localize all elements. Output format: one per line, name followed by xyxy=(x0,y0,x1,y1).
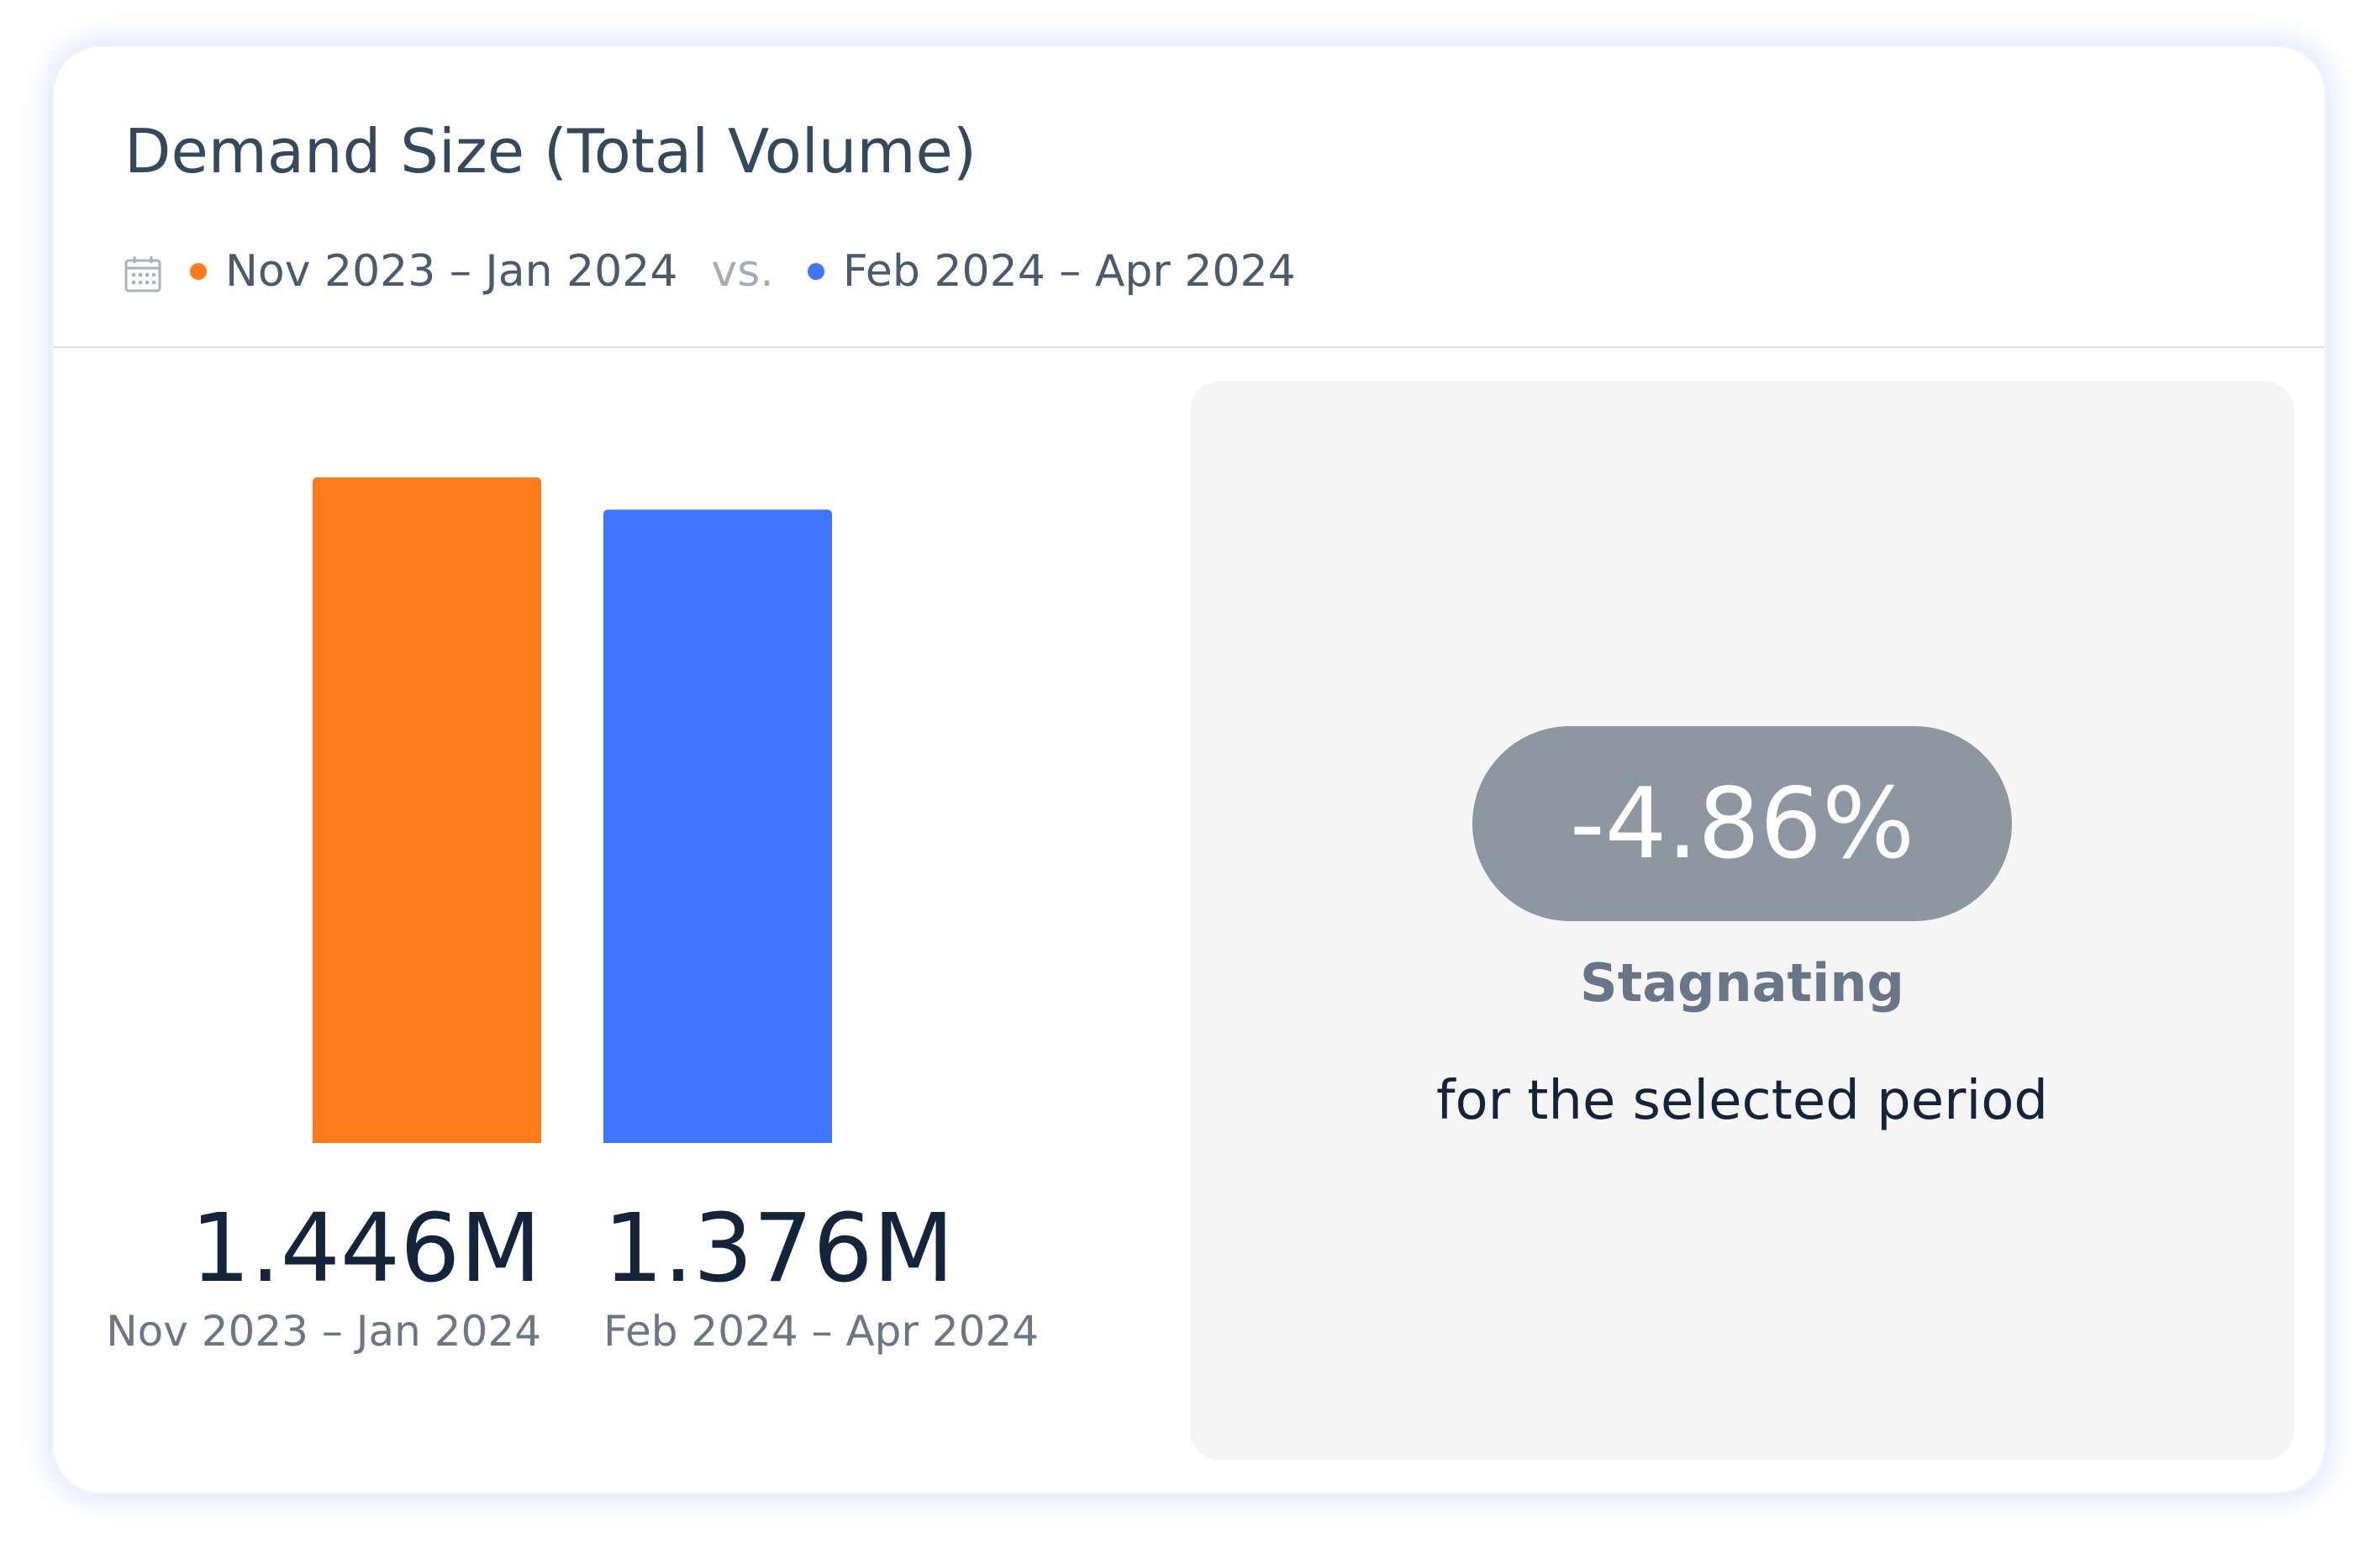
trend-status: Stagnating xyxy=(1580,952,1904,1014)
calendar-icon xyxy=(124,253,161,292)
period-caption: for the selected period xyxy=(1435,1070,2049,1132)
legend-vs-separator: vs. xyxy=(711,246,774,297)
period-b-dot xyxy=(807,263,824,280)
bar-period-b xyxy=(603,509,832,1143)
summary-panel: -4.86% Stagnating for the selected perio… xyxy=(1190,381,2294,1461)
bar-chart: 1.446M 1.376M Nov 2023 – Jan 2024 Feb 2024 … xyxy=(106,477,1039,1356)
value-label-period-a: 1.446M xyxy=(191,1194,541,1304)
category-label-period-b: Feb 2024 – Apr 2024 xyxy=(603,1307,1039,1356)
legend-period-b: Feb 2024 – Apr 2024 xyxy=(842,246,1296,297)
period-a-dot xyxy=(190,263,207,280)
card-title: Demand Size (Total Volume) xyxy=(124,116,977,187)
category-label-period-a: Nov 2023 – Jan 2024 xyxy=(106,1307,541,1356)
demand-size-card: Demand Size (Total Volume) Nov 2023 – Ja… xyxy=(54,47,2325,1493)
period-legend: Nov 2023 – Jan 2024 vs. Feb 2024 – Apr 2… xyxy=(124,242,1296,301)
legend-period-a: Nov 2023 – Jan 2024 xyxy=(225,246,678,297)
change-badge: -4.86% xyxy=(1472,726,2012,921)
bar-period-a xyxy=(313,477,541,1143)
change-percent: -4.86% xyxy=(1569,766,1915,881)
header-divider xyxy=(54,346,2325,348)
value-label-period-b: 1.376M xyxy=(603,1194,954,1304)
